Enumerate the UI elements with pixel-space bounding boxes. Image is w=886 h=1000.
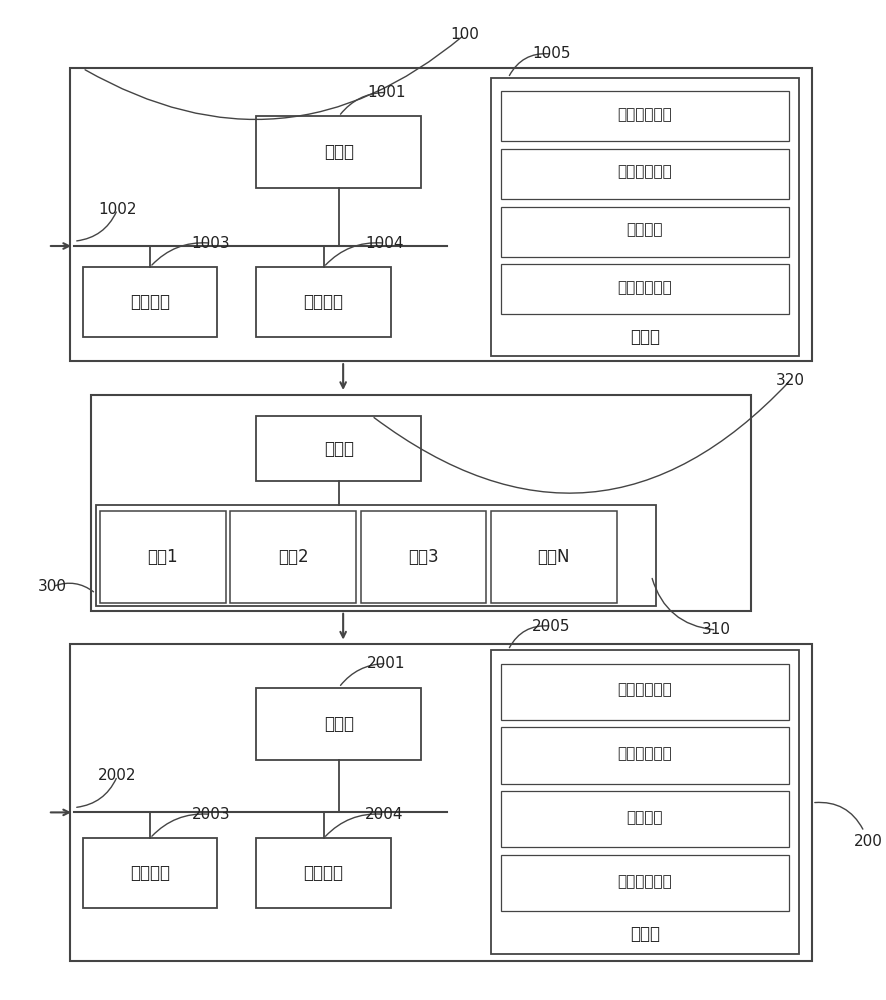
Bar — [230, 511, 356, 603]
Text: 310: 310 — [702, 622, 731, 638]
Bar — [100, 511, 226, 603]
Text: 2001: 2001 — [368, 656, 406, 671]
Text: 锁具N: 锁具N — [538, 548, 570, 566]
Text: 存储器: 存储器 — [630, 328, 660, 346]
Text: 网络接口: 网络接口 — [304, 864, 344, 882]
Text: 1002: 1002 — [98, 202, 136, 217]
Text: 锁具2: 锁具2 — [278, 548, 308, 566]
Text: 1003: 1003 — [191, 236, 230, 251]
Text: 320: 320 — [776, 373, 804, 388]
Bar — [361, 511, 486, 603]
Text: 1001: 1001 — [368, 85, 406, 100]
Bar — [501, 727, 789, 784]
Text: 2002: 2002 — [98, 768, 136, 783]
Bar — [96, 505, 656, 606]
Text: 屏柜锁控程序: 屏柜锁控程序 — [618, 165, 672, 180]
Text: 2003: 2003 — [191, 807, 230, 822]
Text: 处理器: 处理器 — [323, 143, 354, 161]
Bar — [501, 855, 789, 911]
Text: 100: 100 — [450, 27, 478, 42]
Bar — [491, 650, 799, 954]
Text: 用户接口: 用户接口 — [130, 864, 170, 882]
Text: 操作系统: 操作系统 — [626, 222, 663, 237]
Text: 屏柜锁控程序: 屏柜锁控程序 — [618, 746, 672, 761]
Text: 用户接口模块: 用户接口模块 — [618, 682, 672, 697]
Bar — [82, 838, 217, 908]
Bar — [501, 791, 789, 847]
Bar — [491, 511, 617, 603]
Text: 网络接口: 网络接口 — [304, 293, 344, 311]
Text: 1004: 1004 — [365, 236, 404, 251]
Text: 200: 200 — [854, 834, 882, 849]
Bar — [501, 149, 789, 199]
Text: 2004: 2004 — [365, 807, 404, 822]
Text: 操作系统: 操作系统 — [626, 810, 663, 825]
Text: 1005: 1005 — [532, 46, 571, 62]
Bar — [256, 838, 391, 908]
Text: 锁具1: 锁具1 — [148, 548, 178, 566]
Bar — [70, 644, 812, 961]
Text: 300: 300 — [38, 579, 66, 594]
Bar — [82, 267, 217, 337]
Text: 存储器: 存储器 — [630, 925, 660, 943]
Bar — [501, 264, 789, 314]
Text: 网络通信模块: 网络通信模块 — [618, 280, 672, 295]
Bar — [70, 68, 812, 361]
Text: 2005: 2005 — [532, 619, 571, 634]
Bar — [256, 688, 422, 760]
Bar — [256, 416, 422, 481]
Bar — [91, 395, 751, 611]
Text: 用户接口: 用户接口 — [130, 293, 170, 311]
Text: 用户接口模块: 用户接口模块 — [618, 107, 672, 122]
Text: 锁具3: 锁具3 — [408, 548, 439, 566]
Text: 中控器: 中控器 — [323, 440, 354, 458]
Text: 网络通信模块: 网络通信模块 — [618, 874, 672, 889]
Bar — [501, 207, 789, 257]
Bar — [256, 116, 422, 188]
Text: 处理器: 处理器 — [323, 715, 354, 733]
Bar — [501, 91, 789, 141]
Bar — [491, 78, 799, 356]
Bar — [256, 267, 391, 337]
Bar — [501, 664, 789, 720]
